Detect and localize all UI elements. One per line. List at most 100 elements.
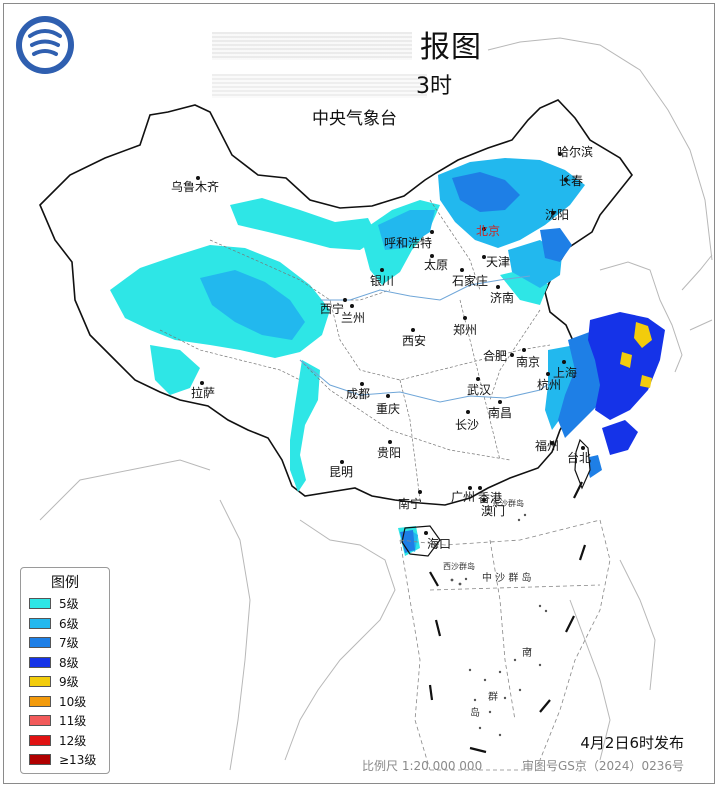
legend-item: 8级 bbox=[29, 654, 109, 672]
legend: 图例 5级 6级 7级 8级 9级 10级 11级 12级 ≥13级 bbox=[20, 567, 110, 774]
city-label-tianjin: 天津 bbox=[486, 255, 511, 269]
city-dot-changsha bbox=[466, 410, 470, 414]
city-dot-hohhot bbox=[430, 230, 434, 234]
city-dot-beijing bbox=[482, 227, 486, 231]
legend-label: ≥13级 bbox=[59, 753, 97, 767]
russia-coast bbox=[487, 37, 713, 261]
label-dongsha: 东沙群岛 bbox=[492, 499, 524, 508]
legend-swatch bbox=[29, 695, 51, 707]
label-xisha: 西沙群岛 bbox=[443, 562, 475, 571]
wind-area-level7 bbox=[400, 172, 625, 553]
city-dot-shenyang bbox=[551, 211, 555, 215]
indochina-outline bbox=[284, 519, 396, 761]
city-dot-urumqi bbox=[196, 176, 200, 180]
label-nansha-2: 群 bbox=[488, 692, 498, 703]
city-dot-nanchang bbox=[498, 400, 502, 404]
legend-item: 10级 bbox=[29, 693, 109, 711]
city-label-zhengzhou: 郑州 bbox=[453, 323, 478, 337]
city-dot-shanghai bbox=[562, 360, 566, 364]
wind-area-level6 bbox=[200, 158, 590, 552]
legend-swatch bbox=[29, 715, 51, 726]
wind-area-level9 bbox=[620, 322, 652, 388]
scs-boundary bbox=[399, 519, 611, 771]
legend-swatch bbox=[29, 754, 51, 765]
city-label-haikou: 海口 bbox=[427, 537, 452, 551]
city-dot-hefei bbox=[510, 353, 514, 357]
city-dot-fuzhou bbox=[550, 441, 554, 445]
city-dot-zhengzhou bbox=[463, 316, 467, 320]
south-asia-outline bbox=[39, 459, 211, 521]
legend-label: 7级 bbox=[59, 636, 79, 650]
subtitle-redaction bbox=[212, 74, 427, 98]
city-dot-taibei bbox=[581, 446, 585, 450]
title-text: 报图 bbox=[420, 30, 482, 65]
city-dot-guangzhou bbox=[468, 486, 472, 490]
city-dot-haikou bbox=[424, 531, 428, 535]
legend-title: 图例 bbox=[51, 575, 79, 591]
city-label-lhasa: 拉萨 bbox=[191, 386, 216, 400]
city-label-fuzhou: 福州 bbox=[535, 439, 560, 453]
city-dot-xian bbox=[411, 328, 415, 332]
legend-item: 9级 bbox=[29, 673, 109, 691]
legend-swatch bbox=[29, 598, 51, 609]
label-nansha-3: 岛 bbox=[470, 708, 480, 719]
city-label-lanzhou: 兰州 bbox=[341, 311, 366, 325]
legend-label: 9级 bbox=[59, 675, 79, 689]
legend-label: 11级 bbox=[59, 714, 87, 728]
issue-time: 4月2日6时发布 bbox=[580, 734, 684, 752]
city-label-hangzhou: 杭州 bbox=[537, 378, 562, 392]
legend-item: ≥13级 bbox=[29, 751, 109, 769]
map-scale: 比例尺 1:20 000 000 bbox=[362, 759, 483, 773]
city-label-jinan: 济南 bbox=[490, 291, 515, 305]
legend-item: 5级 bbox=[29, 595, 109, 613]
city-label-hefei: 合肥 bbox=[483, 349, 508, 363]
label-zhongsha: 中 沙 群 岛 bbox=[482, 573, 532, 584]
city-label-taibei: 台北 bbox=[567, 451, 592, 465]
city-label-guiyang: 贵阳 bbox=[377, 446, 402, 460]
city-dot-shijiazhuang bbox=[460, 268, 464, 272]
legend-item: 7级 bbox=[29, 634, 109, 652]
city-label-xining: 西宁 bbox=[320, 302, 345, 316]
city-dot-lanzhou bbox=[350, 304, 354, 308]
city-dot-chengdu bbox=[360, 382, 364, 386]
city-label-harbin: 哈尔滨 bbox=[557, 145, 594, 159]
nine-dash-line bbox=[428, 481, 587, 754]
agency-name: 中央气象台 bbox=[312, 109, 397, 129]
label-nansha-1: 南 bbox=[522, 648, 532, 659]
rivers bbox=[299, 275, 566, 403]
legend-swatch bbox=[29, 637, 51, 648]
subtitle-text: 3时 bbox=[416, 74, 452, 99]
city-dot-kunming bbox=[340, 460, 344, 464]
province-boundaries bbox=[159, 199, 551, 501]
legend-label: 6级 bbox=[59, 616, 79, 631]
city-label-nanning: 南宁 bbox=[398, 497, 423, 511]
hainan-outline bbox=[401, 525, 441, 557]
map-subtitle: 3时 bbox=[212, 68, 452, 99]
legend-label: 12级 bbox=[59, 733, 87, 748]
city-label-shijiazhuang: 石家庄 bbox=[452, 274, 489, 288]
city-label-nanchang: 南昌 bbox=[488, 406, 513, 420]
city-dot-jinan bbox=[496, 285, 500, 289]
city-label-xian: 西安 bbox=[402, 334, 427, 348]
city-label-beijing: 北京 bbox=[476, 224, 501, 238]
legend-swatch bbox=[29, 676, 51, 687]
city-label-urumqi: 乌鲁木齐 bbox=[171, 180, 220, 194]
map-title: 报图 bbox=[212, 22, 482, 65]
city-dot-guiyang bbox=[388, 440, 392, 444]
scs-islands bbox=[450, 513, 548, 737]
legend-label: 8级 bbox=[59, 655, 79, 670]
city-label-kunming: 昆明 bbox=[329, 465, 354, 479]
city-dot-yinchuan bbox=[380, 268, 384, 272]
legend-item: 11级 bbox=[29, 712, 109, 730]
legend-swatch bbox=[29, 656, 51, 668]
city-label-nanjing: 南京 bbox=[516, 355, 541, 369]
city-dot-chongqing bbox=[386, 394, 390, 398]
title-redaction bbox=[212, 32, 412, 60]
myanmar-outline bbox=[219, 499, 251, 771]
city-label-chengdu: 成都 bbox=[346, 387, 371, 401]
cma-logo-icon bbox=[16, 16, 74, 74]
legend-label: 5级 bbox=[59, 597, 79, 611]
city-dot-xining bbox=[343, 298, 347, 302]
korea-outline bbox=[599, 261, 683, 373]
city-label-yinchuan: 银川 bbox=[370, 274, 395, 288]
